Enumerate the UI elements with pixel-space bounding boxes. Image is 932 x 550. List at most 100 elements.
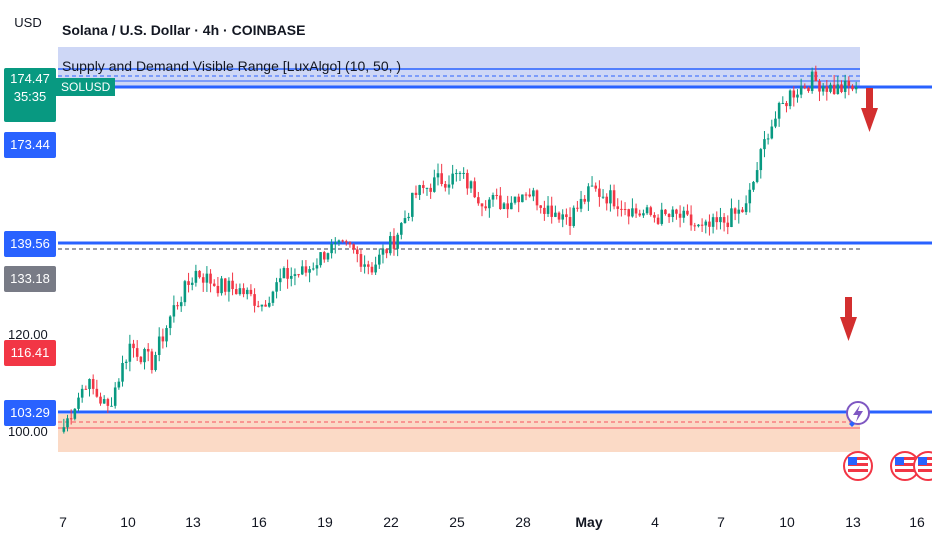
candle-body: [337, 240, 341, 243]
lightning-icon[interactable]: [846, 401, 870, 427]
candle-body: [319, 252, 322, 266]
candle-body: [315, 265, 319, 269]
candle-body: [653, 214, 656, 218]
candle-body: [550, 205, 553, 217]
candle-body: [223, 278, 227, 292]
candle-body: [212, 283, 216, 286]
chart-title: Solana / U.S. Dollar · 4h · COINBASE: [62, 22, 306, 38]
candle-body: [755, 170, 759, 182]
candle-body: [187, 281, 190, 285]
candle-body: [535, 190, 539, 206]
candle-body: [682, 210, 686, 218]
candle-body: [590, 185, 594, 187]
candle-body: [172, 305, 176, 317]
x-tick-label: 28: [515, 514, 531, 530]
candle-body: [341, 240, 344, 242]
x-tick-label: 13: [845, 514, 861, 530]
candle-body: [711, 217, 715, 227]
candle-body: [146, 348, 150, 352]
candle-body: [458, 172, 462, 174]
candle-body: [722, 217, 726, 223]
candle-body: [128, 343, 132, 362]
candle-body: [209, 273, 212, 284]
candle-body: [825, 86, 829, 92]
last-price-value: 174.47: [10, 71, 50, 86]
candle-body: [168, 316, 172, 329]
candle-body: [245, 289, 249, 295]
candle-body: [88, 379, 91, 390]
candle-body: [345, 241, 348, 243]
candle-body: [183, 281, 187, 303]
candle-body: [528, 194, 531, 197]
candle-body: [568, 217, 572, 226]
indicator-label[interactable]: Supply and Demand Visible Range [LuxAlgo…: [62, 58, 402, 74]
candle-body: [157, 336, 161, 355]
candle-body: [433, 177, 436, 192]
candle-body: [532, 190, 535, 197]
candle-body: [539, 205, 542, 208]
candle-body: [781, 102, 785, 104]
candle-body: [469, 181, 473, 189]
us-flag-icon[interactable]: [913, 451, 932, 481]
candle-body: [282, 268, 286, 279]
candle-body: [374, 264, 377, 273]
candle-body: [638, 213, 642, 216]
candle-body: [524, 194, 528, 196]
candle-body: [792, 90, 796, 98]
y-tick-120: 120.00: [8, 327, 48, 342]
candle-body: [579, 198, 583, 209]
x-tick-label: 10: [120, 514, 136, 530]
us-flag-icon[interactable]: [843, 451, 873, 481]
candle-body: [216, 285, 220, 294]
candle-body: [612, 190, 616, 207]
candle-body: [664, 209, 667, 215]
us-flag-icon[interactable]: [890, 451, 920, 481]
candle-body: [227, 280, 231, 292]
candle-body: [77, 397, 80, 409]
candle-body: [132, 343, 135, 349]
candle-body: [660, 209, 664, 224]
candle-body: [770, 126, 774, 139]
candle-body: [80, 388, 84, 398]
candle-body: [730, 208, 733, 228]
candle-body: [517, 196, 520, 203]
candle-body: [444, 184, 447, 188]
candle-body: [572, 207, 575, 226]
candle-body: [499, 195, 502, 210]
x-tick-label: 25: [449, 514, 465, 530]
candle-body: [194, 270, 198, 283]
candle-body: [796, 94, 799, 98]
candle-body: [348, 242, 352, 245]
candle-body: [649, 207, 653, 215]
candle-body: [66, 418, 69, 428]
candle-body: [759, 149, 763, 171]
candle-body: [253, 294, 256, 306]
symbol-tag: SOLUSD: [56, 78, 116, 96]
candle-body: [488, 199, 491, 209]
candle-body: [311, 268, 315, 270]
candle-body: [620, 208, 623, 210]
candle-body: [513, 196, 517, 203]
last-price-tag: 174.47 35:35: [4, 68, 56, 122]
candle-body: [326, 253, 330, 260]
candle-body: [671, 209, 675, 218]
candle-body: [840, 84, 843, 92]
candle-body: [176, 305, 179, 307]
currency-label[interactable]: USD: [14, 14, 42, 30]
candle-body: [352, 244, 355, 250]
demand-top-tag: 103.29: [4, 400, 56, 426]
candle-body: [675, 209, 678, 214]
x-tick-label: 4: [651, 514, 659, 530]
candle-body: [601, 196, 605, 198]
candle-body: [697, 224, 700, 227]
candle-body: [242, 288, 245, 295]
candles-group: [62, 65, 858, 434]
candle-body: [297, 274, 300, 276]
candle-body: [389, 236, 392, 254]
candle-body: [557, 212, 561, 220]
candle-body: [69, 418, 73, 420]
candle-body: [704, 221, 708, 226]
candle-body: [554, 212, 557, 217]
candle-body: [854, 87, 858, 90]
